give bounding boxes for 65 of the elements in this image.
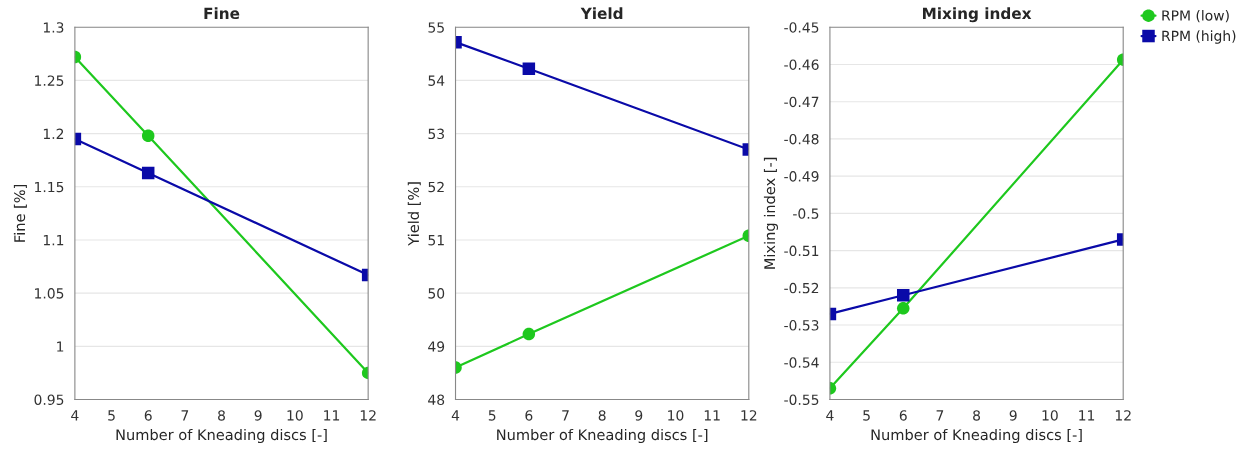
x-tick-label: 6 — [144, 410, 152, 421]
x-tick-label: 10 — [287, 410, 303, 421]
x-tick-label: 12 — [741, 410, 757, 421]
x-tick-label: 12 — [360, 410, 376, 421]
x-tick-label: 10 — [1042, 410, 1058, 421]
chart-title: Mixing index — [923, 7, 1032, 23]
y-tick-label: -0.49 — [784, 171, 819, 182]
y-tick-label: -0.55 — [784, 394, 819, 405]
y-tick-label: 55 — [428, 22, 444, 33]
y-tick-label: -0.5 — [793, 208, 819, 219]
y-axis-title: Yield [%] — [407, 182, 421, 246]
y-tick-label: 53 — [428, 128, 444, 140]
x-tick-label: 9 — [635, 410, 643, 421]
x-tick-label: 5 — [108, 410, 115, 421]
y-axis-title: Mixing index [-] — [763, 157, 779, 269]
y-tick-label: -0.53 — [784, 320, 819, 331]
chart-title: Yield — [580, 7, 623, 20]
x-tick-label: 12 — [1115, 410, 1131, 421]
x-tick-label: 9 — [1009, 410, 1017, 421]
x-tick-label: 11 — [324, 410, 340, 421]
x-tick-label: 7 — [181, 410, 189, 421]
y-tick-label: 49 — [428, 341, 445, 352]
y-tick-label: 54 — [428, 75, 445, 86]
y-tick-label: 1.1 — [43, 235, 64, 246]
chart-title: Fine — [204, 7, 240, 20]
y-tick-label: 0.95 — [34, 394, 64, 405]
legend-label: RPM (low) — [1162, 9, 1229, 23]
x-tick-label: 9 — [254, 410, 262, 421]
y-tick-label: 51 — [428, 235, 444, 246]
y-tick-label: -0.51 — [784, 245, 819, 257]
y-tick-label: 1.05 — [35, 288, 64, 299]
x-tick-label: 5 — [488, 410, 496, 421]
y-tick-label: -0.47 — [784, 96, 819, 108]
legend-label: RPM (high) — [1162, 30, 1236, 44]
y-tick-label: -0.52 — [784, 282, 819, 294]
y-axis-title: Fine [%] — [13, 184, 27, 242]
y-tick-label: -0.48 — [784, 133, 819, 145]
y-tick-label: 1.25 — [35, 75, 64, 86]
x-tick-label: 8 — [598, 410, 606, 421]
y-tick-label: 1.3 — [43, 22, 64, 33]
x-tick-label: 6 — [525, 410, 533, 421]
y-tick-label: -0.45 — [784, 22, 819, 33]
y-tick-label: -0.46 — [784, 59, 819, 70]
x-axis-title: Number of Kneading discs [-] — [871, 428, 1082, 444]
x-tick-label: 8 — [218, 410, 225, 421]
x-tick-label: 8 — [973, 410, 981, 421]
y-tick-label: 1.2 — [43, 128, 64, 139]
x-tick-label: 10 — [668, 410, 684, 421]
x-tick-label: 4 — [71, 410, 79, 421]
x-tick-label: 4 — [826, 410, 834, 421]
x-tick-label: 6 — [899, 410, 907, 421]
y-tick-label: 48 — [428, 394, 445, 405]
y-tick-label: 50 — [428, 288, 445, 299]
x-axis-title: Number of Kneading discs [-] — [497, 428, 708, 444]
y-tick-label: -0.54 — [784, 357, 819, 368]
y-tick-label: 1.15 — [35, 181, 64, 193]
x-tick-label: 7 — [936, 410, 944, 421]
x-tick-label: 5 — [863, 410, 870, 421]
x-tick-label: 7 — [562, 410, 569, 421]
x-tick-label: 4 — [451, 410, 460, 421]
y-tick-label: 52 — [428, 181, 444, 193]
x-tick-label: 11 — [1079, 410, 1095, 421]
y-tick-label: 1 — [57, 341, 64, 352]
x-axis-title: Number of Kneading discs [-] — [116, 428, 327, 444]
x-tick-label: 11 — [704, 410, 720, 421]
